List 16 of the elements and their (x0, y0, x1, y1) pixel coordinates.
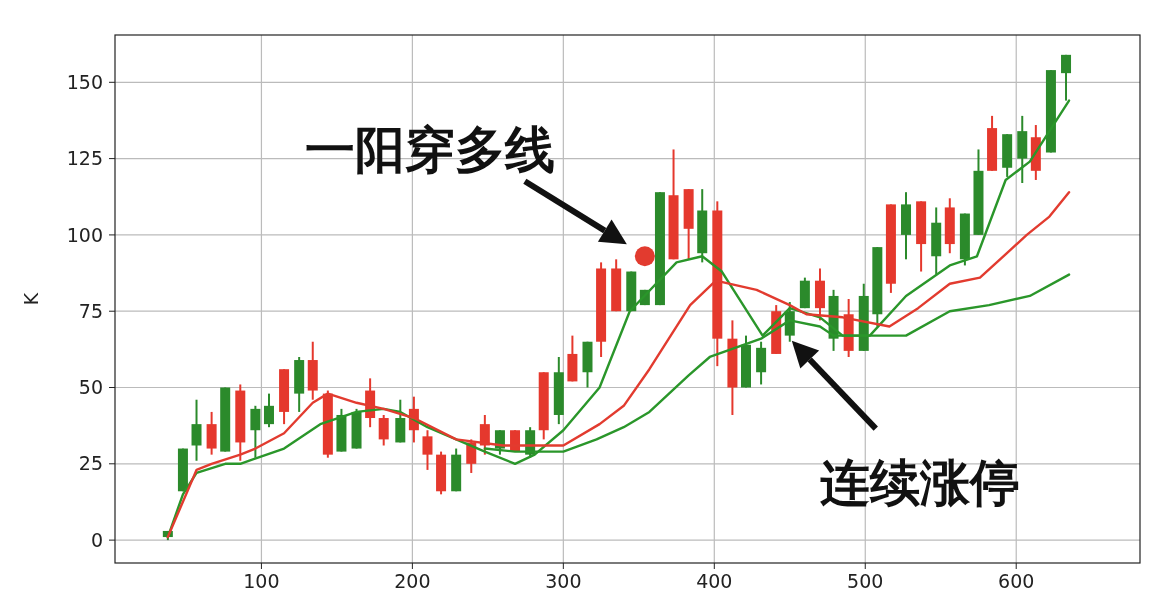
x-tick-label: 300 (545, 570, 582, 592)
y-tick-label: 0 (90, 528, 103, 551)
x-tick-label: 200 (394, 570, 431, 592)
x-tick-label: 400 (696, 570, 733, 592)
annotation: 一阳穿多线 (304, 120, 555, 179)
y-tick-label: 75 (78, 299, 103, 322)
y-tick-label: 25 (78, 452, 103, 475)
y-axis-title: K (20, 292, 42, 306)
x-tick-label: 100 (243, 570, 280, 592)
y-tick-label: 100 (66, 223, 103, 246)
annotation: 连续涨停 (819, 454, 1020, 513)
x-tick-label: 600 (998, 570, 1035, 592)
y-tick-label: 125 (66, 147, 103, 170)
x-tick-label: 500 (847, 570, 884, 592)
y-tick-label: 150 (66, 70, 103, 93)
y-tick-label: 50 (78, 376, 103, 399)
